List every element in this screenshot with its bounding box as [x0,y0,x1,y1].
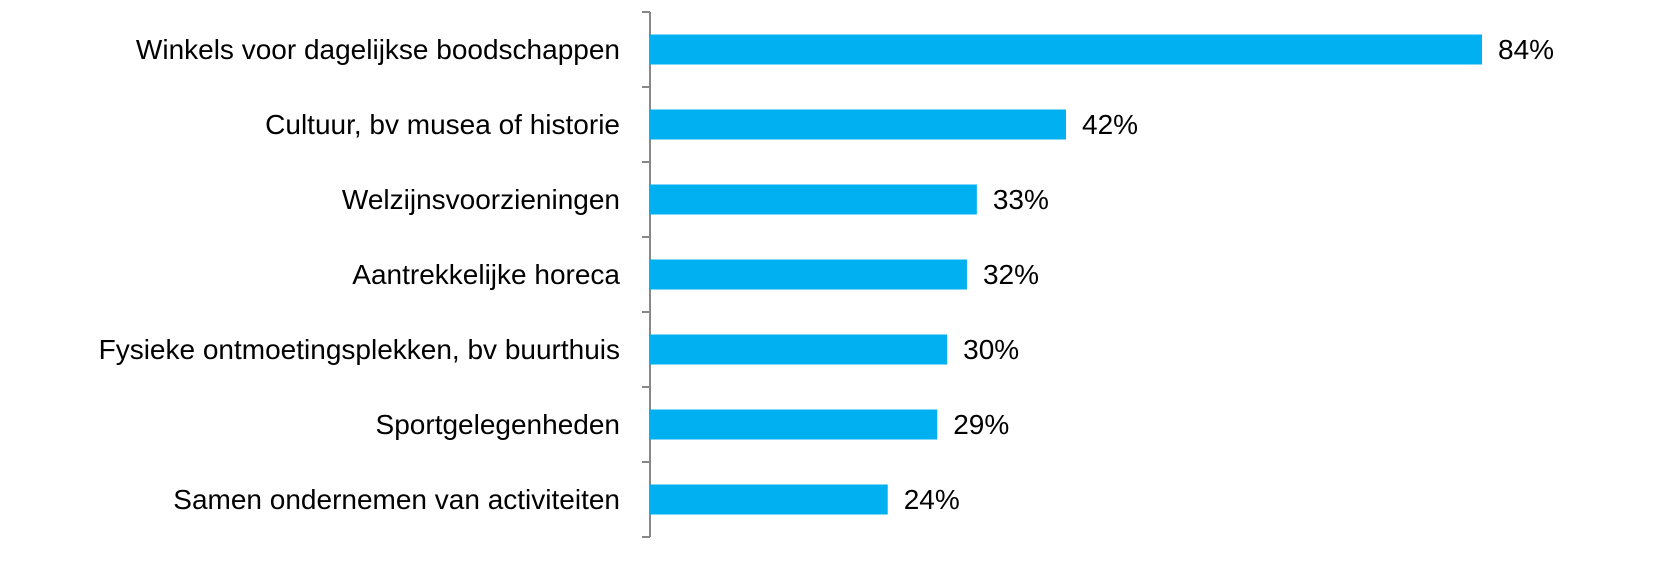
bar [650,484,888,515]
value-label: 42% [1082,109,1138,140]
value-label: 32% [983,259,1039,290]
value-label: 24% [904,484,960,515]
bar [650,184,977,215]
bar [650,334,948,365]
value-label: 33% [993,184,1049,215]
bar [650,259,967,290]
category-label: Cultuur, bv musea of historie [265,109,620,140]
category-label: Aantrekkelijke horeca [352,259,620,290]
value-label: 84% [1498,34,1554,65]
bar [650,34,1482,65]
value-label: 30% [963,334,1019,365]
category-label: Welzijnsvoorzieningen [342,184,620,215]
category-label: Fysieke ontmoetingsplekken, bv buurthuis [99,334,620,365]
category-label: Sportgelegenheden [376,409,620,440]
bar [650,409,938,440]
value-label: 29% [953,409,1009,440]
category-label: Winkels voor dagelijkse boodschappen [136,34,620,65]
bar [650,109,1066,140]
category-label: Samen ondernemen van activiteiten [173,484,620,515]
